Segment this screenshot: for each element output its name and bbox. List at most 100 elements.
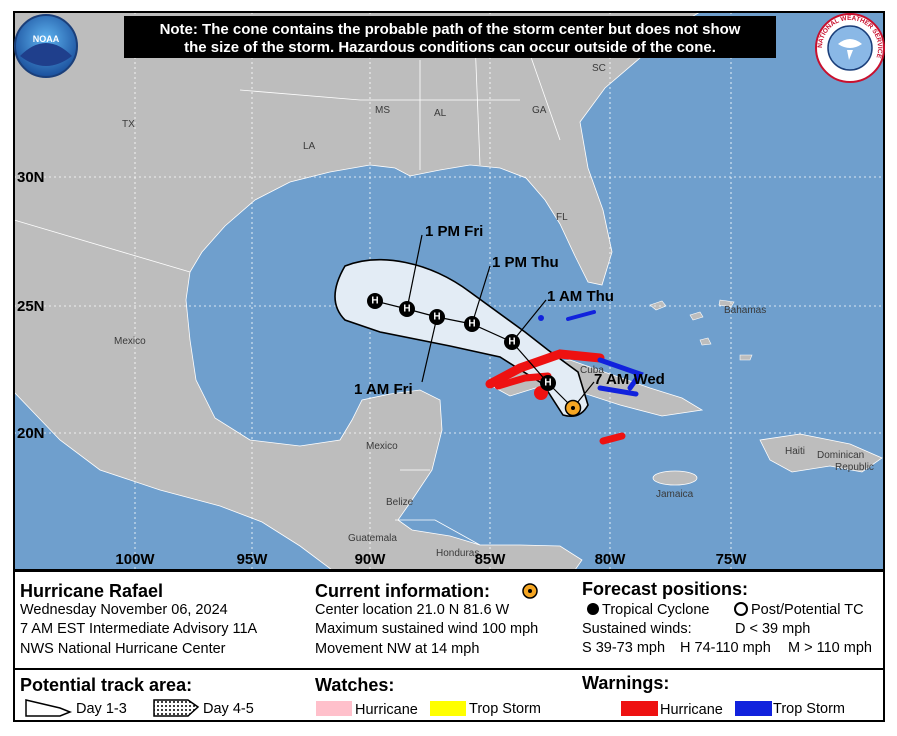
storm-line: Wednesday November 06, 2024 (20, 602, 228, 618)
place-label: Haiti (785, 446, 805, 457)
label-leaders (406, 234, 595, 409)
places: TX LA MS AL GA SC FL Mexico Mexico Cuba … (114, 63, 874, 559)
lon-label: 100W (115, 551, 155, 568)
forecast-point (429, 309, 445, 325)
current-line: Movement NW at 14 mph (315, 641, 479, 657)
winds-class: D < 39 mph (735, 621, 810, 637)
borders (14, 39, 561, 546)
lon-label: 95W (237, 551, 269, 568)
lat-label: 30N (17, 169, 45, 186)
tropical-storm-warning (538, 315, 544, 321)
forecast-time: 7 AM Wed (594, 371, 665, 388)
forecast-point-label: H (468, 319, 475, 330)
current-line: Maximum sustained wind 100 mph (315, 621, 538, 637)
forecast-time: 1 PM Thu (492, 254, 559, 271)
warnings (485, 310, 644, 445)
map: H H H H H H TX LA MS AL GA SC FL Mexico Mexic… (14, 12, 884, 570)
forecast-time: 1 AM Thu (547, 288, 614, 305)
lon-label: 85W (475, 551, 507, 568)
place-label: Cuba (580, 365, 604, 376)
place-label: Belize (386, 497, 414, 508)
lat-label: 25N (17, 298, 45, 315)
ts-warning-swatch (735, 701, 772, 716)
track-area-legend: Day 4-5 (203, 701, 254, 717)
forecast-point (504, 334, 520, 350)
forecast-point (399, 301, 415, 317)
hurricane-warning (494, 372, 552, 390)
warning-legend: Trop Storm (773, 701, 845, 717)
place-label: FL (556, 212, 568, 223)
winds-class: M > 110 mph (788, 640, 872, 656)
lon-label: 75W (716, 551, 748, 568)
watches-title: Watches: (315, 675, 394, 695)
day13-icon (25, 699, 73, 717)
watch-legend: Trop Storm (469, 701, 541, 717)
place-label: Republic (835, 462, 874, 473)
warning-legend: Hurricane (660, 702, 723, 718)
note-box (124, 16, 776, 58)
hurricane-watch-swatch (316, 701, 352, 716)
winds-class: S 39-73 mph (582, 640, 665, 656)
tropical-storm-warning (566, 310, 596, 321)
place-label: LA (303, 141, 316, 152)
current-title: Current information: (315, 581, 490, 601)
track-area-title: Potential track area: (20, 675, 192, 695)
forecast-point (464, 316, 480, 332)
forecast-point-label: H (371, 296, 378, 307)
graticule (14, 12, 884, 570)
storm-line: 7 AM EST Intermediate Advisory 11A (20, 621, 258, 637)
day45-icon (153, 699, 200, 717)
tropical-icon (587, 603, 599, 615)
place-label: AL (434, 108, 447, 119)
forecast-title: Forecast positions: (582, 579, 748, 599)
place-label: TX (122, 119, 135, 130)
warnings-title: Warnings: (582, 673, 669, 693)
ts-watch-swatch (430, 701, 466, 716)
mainland (14, 12, 701, 570)
post-icon (734, 602, 748, 616)
note-line: the size of the storm. Hazardous conditi… (184, 39, 716, 56)
place-label: Guatemala (348, 533, 397, 544)
forecast-time: 1 AM Fri (354, 381, 413, 398)
panel-frame (13, 570, 885, 722)
forecast-cone (334, 259, 589, 418)
winds-class: H 74-110 mph (680, 640, 771, 656)
nws-cloud (838, 39, 862, 60)
info-panel: Hurricane Rafael Wednesday November 06, … (13, 570, 885, 722)
noaa-logo: NOAA (14, 14, 78, 78)
jamaica (652, 470, 698, 486)
forecast-legend: Post/Potential TC (751, 602, 864, 618)
place-label: Jamaica (656, 489, 694, 500)
winds-title: Sustained winds: (582, 621, 692, 637)
place-label: Mexico (366, 441, 398, 452)
forecast-point-label: H (508, 337, 515, 348)
hurricane-warning (485, 349, 605, 389)
forecast-legend: Tropical Cyclone (602, 602, 709, 618)
note-line: Note: The cone contains the probable pat… (160, 21, 741, 38)
place-label: SC (592, 63, 606, 74)
place-label: MS (375, 105, 390, 116)
current-icon-center (528, 589, 532, 593)
place-label: Bahamas (724, 305, 766, 316)
current-line: Center location 21.0 N 81.6 W (315, 602, 510, 618)
nws-logo: NATIONAL WEATHER SERVICE (815, 13, 885, 83)
storm-title: Hurricane Rafael (20, 581, 163, 601)
place-label: GA (532, 105, 547, 116)
forecast-point (540, 375, 556, 391)
current-position-center (571, 406, 575, 410)
watch-legend: Hurricane (355, 702, 418, 718)
forecast-point (367, 293, 383, 309)
place-label: Honduras (436, 548, 479, 559)
storm-line: NWS National Hurricane Center (20, 641, 226, 657)
forecast-point-label: H (433, 312, 440, 323)
place-label: Mexico (114, 336, 146, 347)
forecast-labels: 1 PM Fri 1 PM Thu 1 AM Thu 1 AM Fri 7 AM… (354, 223, 665, 398)
track-area-legend: Day 1-3 (76, 701, 127, 717)
lon-label: 90W (355, 551, 387, 568)
lat-label: 20N (17, 425, 45, 442)
forecast-point-label: H (403, 304, 410, 315)
hurricane-warning (599, 432, 626, 445)
forecast-point-label: H (544, 378, 551, 389)
forecast-time: 1 PM Fri (425, 223, 483, 240)
